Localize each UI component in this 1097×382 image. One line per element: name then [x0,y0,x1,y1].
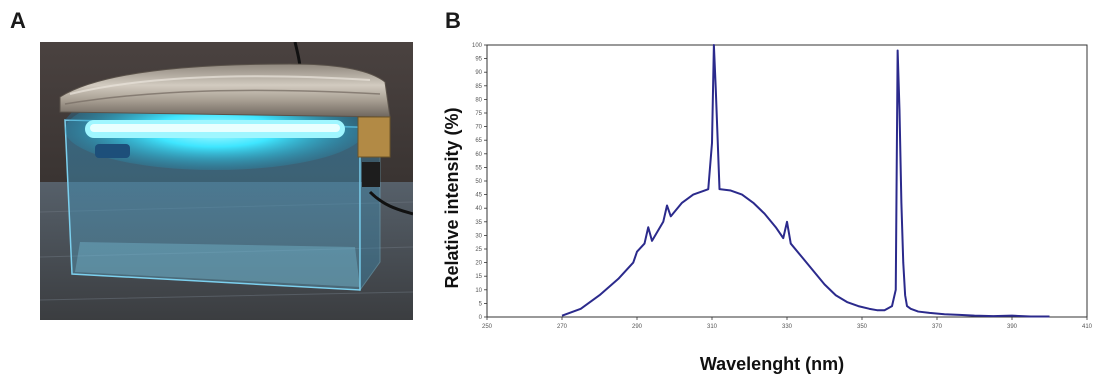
x-tick-label: 410 [1082,324,1093,330]
y-tick-label: 75 [475,111,482,117]
uv-lamp-box-photo [40,42,413,320]
y-tick-label: 100 [472,43,483,49]
spectrum-chart-svg: 250 270 290 310 330 350 370 390 410 0 5 10 15 20 25 30 3… [442,43,1093,374]
y-tick-label: 60 [475,152,482,158]
y-tick-label: 5 [479,301,483,307]
y-axis-label: Relative intensity (%) [442,107,462,288]
y-tick-label: 50 [475,179,482,185]
y-tick-label: 40 [475,206,482,212]
y-tick-label: 45 [475,193,482,199]
x-tick-label: 330 [782,324,793,330]
y-tick-label: 35 [475,220,482,226]
y-tick-label: 95 [475,57,482,63]
plot-frame [486,44,1088,318]
x-tick-label: 270 [557,324,568,330]
y-tick-label: 30 [475,233,482,239]
x-tick-label: 370 [932,324,943,330]
panel-label-b: B [445,8,461,33]
y-tick-label: 85 [475,84,482,90]
x-tick-label: 390 [1007,324,1018,330]
y-tick-label: 25 [475,247,482,253]
y-tick-label: 15 [475,274,482,280]
x-axis-label: Wavelenght (nm) [700,354,844,374]
spectrum-line-series-0 [561,44,1050,318]
panel-label-a: A [10,8,26,33]
spectrum-chart: 250 270 290 310 330 350 370 390 410 0 5 10 15 20 25 30 3… [430,30,1097,377]
y-tick-label: 10 [475,288,482,294]
x-tick-label: 310 [707,324,718,330]
y-tick-label: 70 [475,125,482,131]
y-tick-label: 0 [479,315,483,321]
x-tick-label: 250 [482,324,493,330]
y-tick-label: 65 [475,138,482,144]
x-tick-label: 290 [632,324,643,330]
y-tick-label: 55 [475,165,482,171]
y-tick-label: 90 [475,70,482,76]
x-tick-label: 350 [857,324,868,330]
y-tick-label: 80 [475,97,482,103]
y-tick-label: 20 [475,261,482,267]
